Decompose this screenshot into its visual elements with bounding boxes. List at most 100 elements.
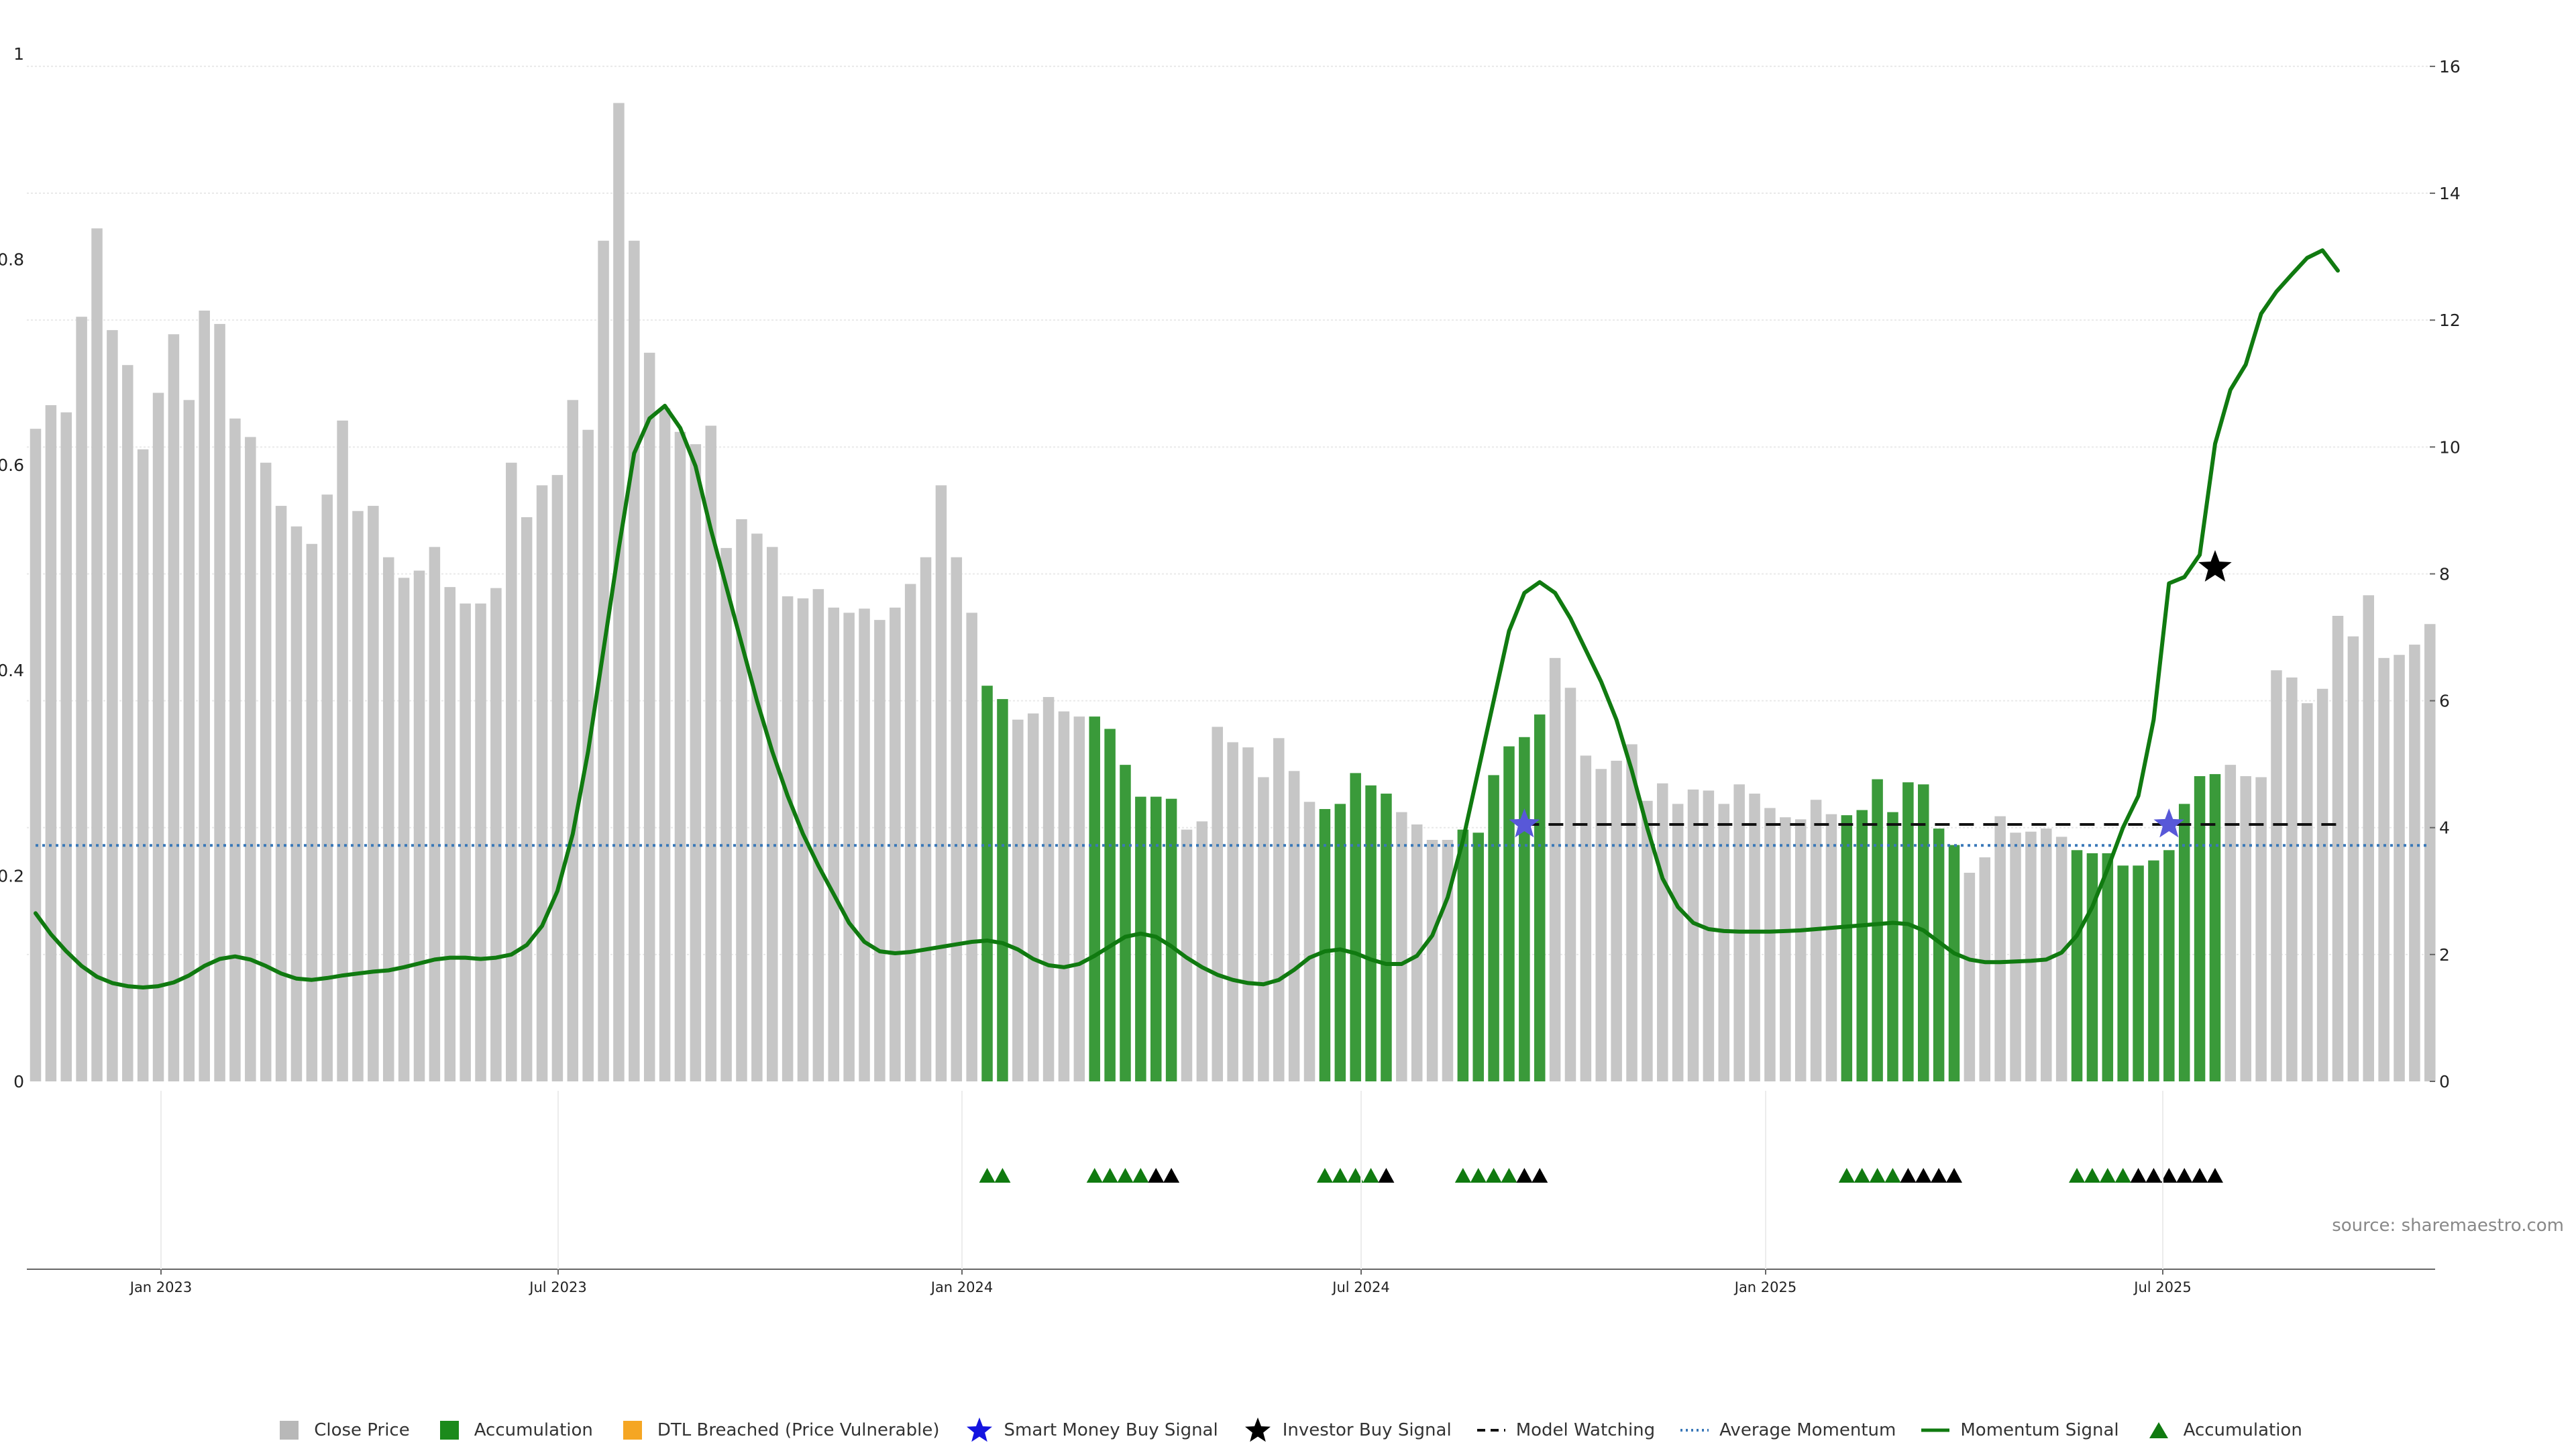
accumulation-marker	[1470, 1168, 1487, 1183]
accumulation-marker	[1854, 1168, 1870, 1183]
price-bar	[429, 547, 441, 1081]
price-bar	[1580, 755, 1592, 1081]
price-bar	[460, 603, 471, 1081]
price-bar	[659, 408, 671, 1081]
price-bar	[2301, 703, 2313, 1081]
legend-item-investor: Investor Buy Signal	[1242, 1417, 1452, 1444]
price-bar	[260, 462, 272, 1081]
price-bar	[629, 240, 640, 1082]
price-bar	[2041, 828, 2052, 1081]
price-bar	[521, 517, 533, 1081]
price-bar	[1396, 812, 1407, 1081]
price-bar	[214, 323, 225, 1081]
accumulation-bar	[2163, 850, 2175, 1081]
legend-item-dtl: DTL Breached (Price Vulnerable)	[617, 1417, 940, 1444]
price-bar	[152, 392, 164, 1081]
legend-symbol-acc	[439, 1421, 459, 1440]
accumulation-marker	[1915, 1168, 1932, 1183]
legend-label: DTL Breached (Price Vulnerable)	[657, 1420, 940, 1440]
price-bar	[475, 603, 486, 1081]
price-bar	[551, 475, 564, 1081]
price-bar	[506, 462, 517, 1081]
price-bar	[321, 494, 333, 1081]
price-bar	[643, 352, 655, 1081]
accumulation-marker	[2192, 1168, 2208, 1183]
accumulation-marker	[2069, 1168, 2086, 1183]
price-bar	[1258, 777, 1269, 1081]
signal-markers	[979, 550, 2232, 1183]
price-bar	[2347, 636, 2359, 1081]
right-tick-label: 16	[2439, 57, 2461, 76]
price-bar	[951, 557, 963, 1081]
price-bar	[2316, 688, 2328, 1081]
price-bar	[797, 598, 809, 1081]
price-bar	[1825, 814, 1837, 1081]
accumulation-marker	[2161, 1168, 2178, 1183]
accumulation-marker	[1946, 1168, 1962, 1183]
price-bar	[1749, 794, 1760, 1081]
price-bar	[1196, 821, 1208, 1081]
accumulation-bar	[1350, 773, 1361, 1081]
price-bar	[2055, 837, 2068, 1081]
accumulation-bar	[2086, 853, 2098, 1081]
price-bar	[1626, 744, 1638, 1081]
price-bar	[352, 511, 364, 1081]
price-bar	[1242, 747, 1254, 1081]
price-bar	[91, 228, 103, 1082]
accumulation-marker	[1362, 1168, 1379, 1183]
price-bar	[229, 418, 241, 1081]
accumulation-marker	[1163, 1168, 1180, 1183]
price-bar	[2332, 616, 2344, 1081]
accumulation-marker	[2084, 1168, 2100, 1183]
accumulation-marker	[1869, 1168, 1886, 1183]
price-bar	[1611, 761, 1622, 1081]
accumulation-bar	[2117, 865, 2129, 1081]
price-bar	[1227, 742, 1238, 1081]
investor-star	[2198, 550, 2232, 582]
signal-lines	[34, 248, 2428, 989]
right-tick-label: 6	[2439, 692, 2450, 711]
legend-item-acc2: Accumulation	[2143, 1417, 2302, 1444]
accumulation-marker	[1086, 1168, 1103, 1183]
price-bar	[1718, 804, 1730, 1081]
accumulation-marker	[1102, 1168, 1118, 1183]
accumulation-marker	[1117, 1168, 1134, 1183]
accumulation-marker	[2176, 1168, 2193, 1183]
accumulation-bar	[1902, 782, 1914, 1081]
price-bar	[2271, 670, 2282, 1081]
legend-symbol-watch	[1477, 1429, 1505, 1432]
price-bar	[1979, 857, 1991, 1081]
accumulation-bar	[1534, 714, 1546, 1081]
accumulation-bar	[1319, 809, 1331, 1081]
legend-symbol-avg	[1680, 1429, 1709, 1432]
accumulation-bar	[2102, 853, 2114, 1081]
right-tick-label: 12	[2439, 311, 2461, 330]
momentum-signal-line	[34, 248, 2340, 989]
price-bar	[1303, 802, 1316, 1081]
legend-label: Investor Buy Signal	[1282, 1420, 1452, 1440]
price-bar	[398, 578, 410, 1081]
accumulation-marker	[1454, 1168, 1471, 1183]
accumulation-bar	[1488, 775, 1499, 1081]
accumulation-bar	[1381, 794, 1392, 1081]
accumulation-bar	[1135, 796, 1146, 1081]
accumulation-bar	[1104, 729, 1116, 1081]
price-bar	[536, 485, 548, 1081]
accumulation-marker	[994, 1168, 1011, 1183]
price-bars	[30, 103, 2436, 1082]
axes: Jan 2023 Jul 2023 Jan 2024 Jul 2024 Jan 2025…	[0, 44, 2461, 1295]
accumulation-marker	[1378, 1168, 1395, 1183]
price-bar	[2409, 644, 2420, 1081]
price-bar	[107, 330, 118, 1081]
price-bar	[966, 612, 977, 1081]
price-bar	[2255, 777, 2267, 1081]
price-bar	[904, 584, 916, 1081]
accumulation-bar	[1089, 716, 1100, 1081]
price-bar	[2286, 677, 2298, 1081]
price-bar	[1657, 783, 1668, 1081]
right-tick-label: 0	[2439, 1072, 2450, 1091]
legend-symbol-dtl	[623, 1421, 642, 1440]
accumulation-marker	[1884, 1168, 1901, 1183]
price-bar	[168, 334, 180, 1082]
price-bar	[2363, 595, 2375, 1081]
